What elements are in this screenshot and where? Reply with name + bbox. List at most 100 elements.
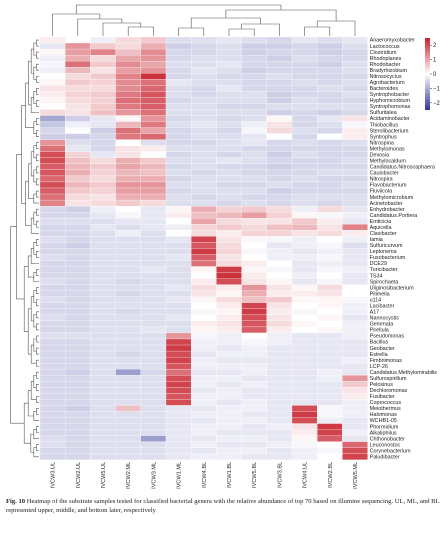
heatmap-cell	[115, 127, 141, 134]
heatmap-cell	[65, 441, 91, 448]
heatmap-cell	[115, 61, 141, 68]
heatmap-cell	[165, 447, 192, 454]
heatmap-cell	[191, 363, 217, 370]
heatmap-cell	[65, 405, 91, 412]
heatmap-cell	[39, 266, 66, 273]
heatmap-cell	[266, 399, 293, 406]
heatmap-cell	[291, 103, 318, 110]
heatmap-cell	[191, 429, 217, 436]
heatmap-cell	[115, 73, 141, 80]
heatmap-cell	[266, 61, 293, 68]
heatmap-cell	[191, 314, 217, 322]
heatmap-cell	[191, 73, 217, 80]
heatmap-cell	[266, 79, 293, 86]
heatmap-cell	[39, 248, 66, 255]
heatmap-cell	[342, 296, 368, 303]
genus-label: Nitrospina	[370, 140, 394, 146]
heatmap-cell	[65, 314, 91, 322]
heatmap-cell	[115, 145, 141, 152]
heatmap-cell	[39, 193, 66, 201]
heatmap-cell	[115, 187, 141, 195]
heatmap-cell	[165, 284, 192, 291]
heatmap-cell	[266, 212, 293, 219]
heatmap-cell	[140, 381, 167, 388]
heatmap-cell	[140, 205, 167, 213]
heatmap-cell	[266, 85, 293, 92]
heatmap-cell	[39, 393, 66, 400]
heatmap-cell	[191, 115, 217, 122]
heatmap-cell	[191, 236, 217, 243]
genus-label: u114	[370, 297, 382, 303]
heatmap-cell	[165, 399, 192, 406]
heatmap-cell	[191, 212, 217, 219]
heatmap-cell	[342, 242, 368, 249]
heatmap-cell	[216, 405, 242, 412]
heatmap-cell	[342, 405, 368, 412]
heatmap-cell	[191, 91, 217, 98]
heatmap-cell	[39, 97, 66, 104]
heatmap-cell	[191, 308, 217, 315]
dendrogram-branch	[33, 121, 37, 134]
heatmap-cell	[39, 145, 66, 152]
heatmap-cell	[291, 115, 318, 122]
heatmap-cell	[241, 157, 267, 164]
dendrogram-branch	[36, 220, 39, 228]
heatmap-cell	[165, 369, 192, 376]
heatmap-cell	[65, 435, 91, 442]
dendrogram-branch	[52, 13, 101, 36]
heatmap-cell	[65, 242, 91, 249]
heatmap-cell	[140, 308, 167, 315]
heatmap-cell	[65, 91, 91, 98]
heatmap-cell	[140, 85, 167, 92]
sample-label: IVCW1.BL	[227, 462, 233, 488]
heatmap-cell	[140, 447, 167, 454]
heatmap-cell	[216, 121, 242, 128]
heatmap-cell	[90, 326, 116, 334]
heatmap-cell	[90, 266, 116, 273]
genus-label: Coprococcus	[370, 400, 402, 406]
heatmap-cell	[291, 205, 318, 213]
heatmap-cell	[165, 332, 192, 340]
heatmap-cell	[115, 54, 141, 62]
heatmap-cell	[317, 350, 343, 358]
heatmap-cell	[342, 411, 368, 418]
genus-label: Fusibacter	[370, 394, 395, 400]
dendrogram-branch	[225, 9, 337, 21]
heatmap-cell	[39, 369, 66, 376]
sample-label: IVCW2.UL	[76, 462, 82, 488]
heatmap-cell	[39, 48, 66, 56]
heatmap-cell	[191, 296, 217, 303]
heatmap-cell	[115, 199, 141, 207]
heatmap-cell	[291, 224, 318, 231]
heatmap-cell	[317, 218, 343, 225]
heatmap-cell	[266, 42, 293, 50]
heatmap-cell	[342, 127, 368, 134]
heatmap-cell	[241, 441, 267, 448]
heatmap-cell	[342, 393, 368, 400]
heatmap-cell	[216, 61, 242, 68]
heatmap-cell	[115, 423, 141, 430]
heatmap-cell	[241, 320, 267, 328]
heatmap-cell	[191, 266, 217, 273]
heatmap-cell	[140, 127, 167, 134]
heatmap-cell	[266, 447, 293, 454]
heatmap-cell	[342, 278, 368, 285]
heatmap-cell	[165, 103, 192, 110]
heatmap-cell	[266, 163, 293, 171]
heatmap-cell	[115, 314, 141, 322]
heatmap-cell	[39, 85, 66, 92]
heatmap-cell	[317, 199, 343, 207]
heatmap-cell	[216, 302, 242, 309]
heatmap-cell	[317, 163, 343, 171]
heatmap-cell	[191, 187, 217, 195]
dendrogram-branch	[36, 359, 39, 367]
dendrogram-branch	[36, 63, 39, 71]
heatmap-cell	[165, 356, 192, 364]
heatmap-cell	[266, 91, 293, 98]
heatmap-cell	[241, 302, 267, 309]
heatmap-cell	[317, 381, 343, 388]
sample-label: IVCW2.BL	[328, 462, 334, 488]
heatmap-cell	[191, 332, 217, 340]
heatmap-cell	[90, 175, 116, 183]
dendrogram-branch	[102, 22, 142, 36]
